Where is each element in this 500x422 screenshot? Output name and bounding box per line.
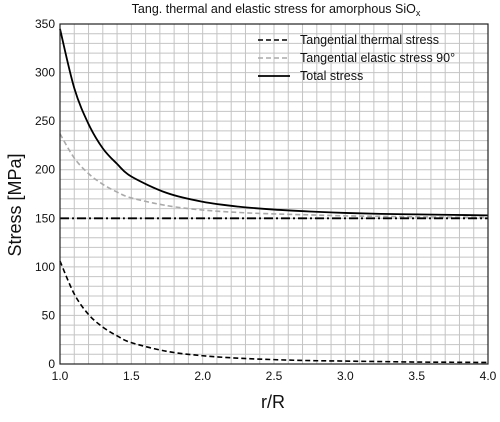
x-tick-label: 2.0	[194, 369, 211, 383]
y-tick-label: 250	[35, 114, 55, 128]
x-axis-label: r/R	[261, 392, 285, 412]
y-tick-label: 300	[35, 66, 55, 80]
x-tick-label: 2.5	[266, 369, 283, 383]
y-tick-label: 50	[42, 308, 56, 322]
plot-frame	[59, 23, 489, 365]
x-tick-label: 1.0	[52, 369, 69, 383]
chart-title: Tang. thermal and elastic stress for amo…	[132, 2, 421, 18]
x-tick-label: 3.0	[337, 369, 354, 383]
chart-title-subscript: x	[416, 8, 421, 18]
chart-title-main: Tang. thermal and elastic stress for amo…	[132, 2, 416, 16]
tick-labels: 1.0 1.5 2.0 2.5 3.0 3.5 4.0 0 50 100 150 200 250 300 3…	[35, 17, 497, 383]
legend-label: Total stress	[300, 69, 363, 83]
x-tick-label: 1.5	[123, 369, 140, 383]
y-tick-label: 100	[35, 260, 55, 274]
y-tick-label: 350	[35, 17, 55, 31]
x-tick-label: 3.5	[408, 369, 425, 383]
legend-label: Tangential elastic stress 90°	[300, 51, 455, 65]
legend-label: Tangential thermal stress	[300, 33, 439, 47]
y-tick-label: 200	[35, 163, 55, 177]
y-tick-label: 0	[48, 357, 55, 371]
y-tick-label: 150	[35, 211, 55, 225]
series-total-stress	[59, 28, 489, 217]
series-elastic-stress	[59, 133, 489, 219]
series-thermal-stress	[59, 260, 489, 364]
legend: Tangential thermal stress Tangential elas…	[258, 33, 455, 83]
series-layer	[59, 28, 489, 364]
y-axis-label: Stress [MPa]	[5, 153, 25, 256]
grid	[59, 23, 489, 365]
x-tick-label: 4.0	[480, 369, 497, 383]
